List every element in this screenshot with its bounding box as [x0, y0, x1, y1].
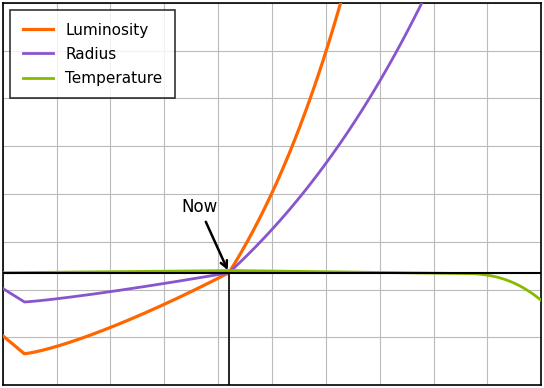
- Radius: [61, 296, 67, 300]
- Radius: [93, 291, 100, 296]
- Luminosity: [61, 342, 67, 346]
- Line: Luminosity: Luminosity: [3, 0, 541, 354]
- Radius: [0, 286, 6, 291]
- Legend: Luminosity, Radius, Temperature: Luminosity, Radius, Temperature: [10, 10, 175, 98]
- Temperature: [61, 270, 67, 274]
- Luminosity: [21, 352, 28, 356]
- Temperature: [0, 270, 6, 275]
- Luminosity: [230, 264, 236, 269]
- Temperature: [469, 271, 476, 276]
- Radius: [230, 267, 236, 272]
- Temperature: [226, 268, 232, 273]
- Luminosity: [93, 331, 100, 335]
- Temperature: [206, 268, 213, 273]
- Temperature: [230, 268, 236, 273]
- Luminosity: [206, 280, 213, 285]
- Radius: [21, 300, 28, 304]
- Radius: [206, 274, 213, 278]
- Line: Temperature: Temperature: [3, 270, 541, 300]
- Text: Now: Now: [181, 199, 227, 268]
- Temperature: [93, 270, 100, 274]
- Temperature: [528, 290, 534, 295]
- Temperature: [538, 298, 544, 303]
- Line: Radius: Radius: [3, 0, 541, 302]
- Luminosity: [0, 333, 6, 338]
